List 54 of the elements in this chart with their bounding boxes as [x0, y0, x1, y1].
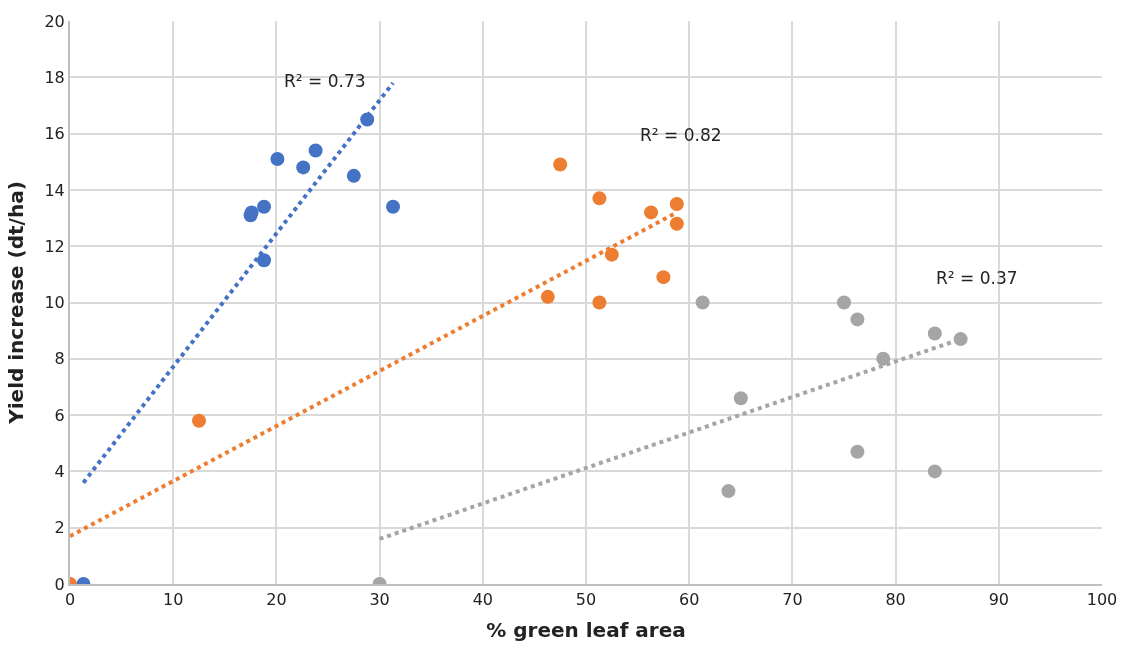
point [592, 191, 607, 206]
annotation: R² = 0.82 [640, 125, 722, 145]
x-tick-label: 20 [266, 590, 287, 610]
y-tick-label: 20 [44, 11, 65, 31]
point [386, 199, 401, 214]
point [592, 295, 607, 310]
y-tick-label: 16 [44, 124, 65, 144]
point [192, 413, 206, 428]
x-tick-label: 90 [988, 590, 1009, 610]
point [308, 143, 323, 158]
x-tick-label: 30 [369, 590, 390, 610]
y-axis-title: Yield increase (dt/ha) [4, 181, 29, 425]
point [257, 199, 272, 214]
x-tick-label: 50 [575, 590, 597, 610]
point [850, 312, 865, 327]
y-tick-label: 10 [44, 293, 65, 313]
x-tick-label: 40 [472, 590, 493, 610]
x-tick-label: 80 [885, 590, 906, 610]
point [733, 391, 748, 406]
x-tick-label: 100 [1086, 590, 1118, 610]
point [644, 205, 659, 220]
y-tick-label: 8 [54, 349, 65, 369]
point [927, 464, 942, 479]
point [553, 157, 568, 172]
y-tick-label: 2 [54, 518, 65, 538]
point [695, 295, 710, 310]
point [604, 247, 619, 262]
point [296, 160, 311, 175]
x-tick-label: 60 [679, 590, 700, 610]
y-tick-label: 12 [44, 236, 65, 256]
point [656, 270, 671, 285]
point [270, 151, 285, 166]
y-tick-label: 4 [54, 462, 65, 481]
annotation: R² = 0.37 [936, 268, 1018, 288]
point [669, 196, 684, 211]
point [540, 289, 555, 304]
x-axis-title: % green leaf area [486, 618, 686, 643]
point [257, 253, 272, 268]
y-tick-label: 0 [54, 574, 65, 594]
y-tick-label: 18 [44, 67, 65, 87]
annotation: R² = 0.73 [284, 71, 366, 91]
y-tick-label: 6 [54, 405, 65, 425]
point [837, 295, 851, 310]
y-tick-label: 14 [44, 180, 65, 200]
x-tick-label: 70 [782, 590, 803, 610]
point [669, 216, 684, 231]
point [721, 484, 736, 499]
point [360, 112, 375, 127]
point [850, 444, 865, 459]
point [953, 332, 968, 347]
x-tick-label: 10 [163, 590, 184, 610]
point [346, 168, 361, 183]
point [927, 326, 942, 341]
point [876, 351, 891, 366]
